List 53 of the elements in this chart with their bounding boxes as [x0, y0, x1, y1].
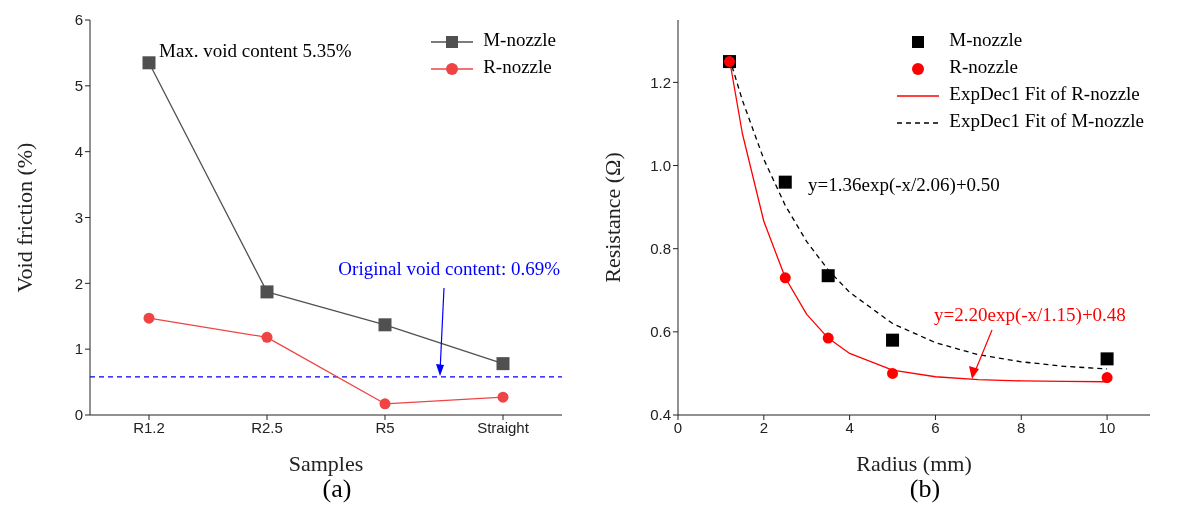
x-tick-label: 2 [759, 418, 768, 436]
x-tick-label: 4 [845, 418, 854, 436]
point [261, 331, 273, 343]
annotation: y=2.20exp(-x/1.15)+0.48 [934, 304, 1126, 326]
x-axis-title: Samples [288, 451, 364, 476]
legend-label: R-nozzle [949, 56, 1018, 77]
y-tick-label: 0.8 [650, 240, 671, 258]
y-tick-label: 1.0 [650, 156, 671, 174]
point [1101, 372, 1113, 384]
y-tick-label: 0.6 [650, 323, 671, 341]
legend-label: R-nozzle [483, 56, 552, 77]
y-tick-label: 5 [74, 77, 83, 95]
x-tick-label: 8 [1017, 418, 1026, 436]
point [378, 318, 392, 332]
x-tick-label: 0 [673, 418, 683, 436]
x-tick-label: R2.5 [251, 418, 283, 436]
y-tick-label: 0.4 [650, 406, 671, 424]
point [497, 391, 509, 403]
y-axis-title: Void friction (%) [11, 142, 37, 293]
legend-label: M-nozzle [949, 29, 1023, 50]
point [886, 333, 900, 347]
x-tick-label: Straight [477, 418, 530, 436]
point [1100, 352, 1114, 366]
annotation: Max. void content 5.35% [159, 39, 352, 61]
point [778, 175, 792, 189]
annotation: y=1.36exp(-x/2.06)+0.50 [808, 174, 1000, 196]
y-tick-label: 0 [74, 406, 83, 424]
text: (b) [908, 474, 941, 504]
y-tick-label: 2 [74, 274, 83, 292]
legend-label: ExpDec1 Fit of R-nozzle [949, 83, 1140, 104]
y-tick-label: 6 [74, 11, 83, 29]
point [887, 367, 899, 379]
point [779, 272, 791, 284]
x-tick-label: 6 [931, 418, 940, 436]
point [821, 269, 835, 283]
y-tick-label: 1 [74, 340, 83, 358]
point [142, 56, 156, 70]
legend-label: ExpDec1 Fit of M-nozzle [949, 110, 1144, 131]
y-tick-label: 1.2 [650, 73, 671, 91]
point [496, 357, 510, 371]
annotation: Original void content: 0.69% [338, 258, 560, 280]
y-tick-label: 4 [74, 142, 83, 160]
point [260, 285, 274, 299]
x-tick-label: 10 [1098, 418, 1116, 436]
y-axis-title: Resistance (Ω) [599, 152, 625, 283]
legend-label: M-nozzle [483, 29, 556, 50]
x-tick-label: R5 [375, 418, 395, 436]
y-tick-label: 3 [74, 208, 83, 226]
point [822, 332, 834, 344]
point [379, 398, 391, 410]
x-axis-title: Radius (mm) [856, 451, 972, 476]
x-tick-label: R1.2 [133, 418, 165, 436]
point [143, 312, 155, 324]
